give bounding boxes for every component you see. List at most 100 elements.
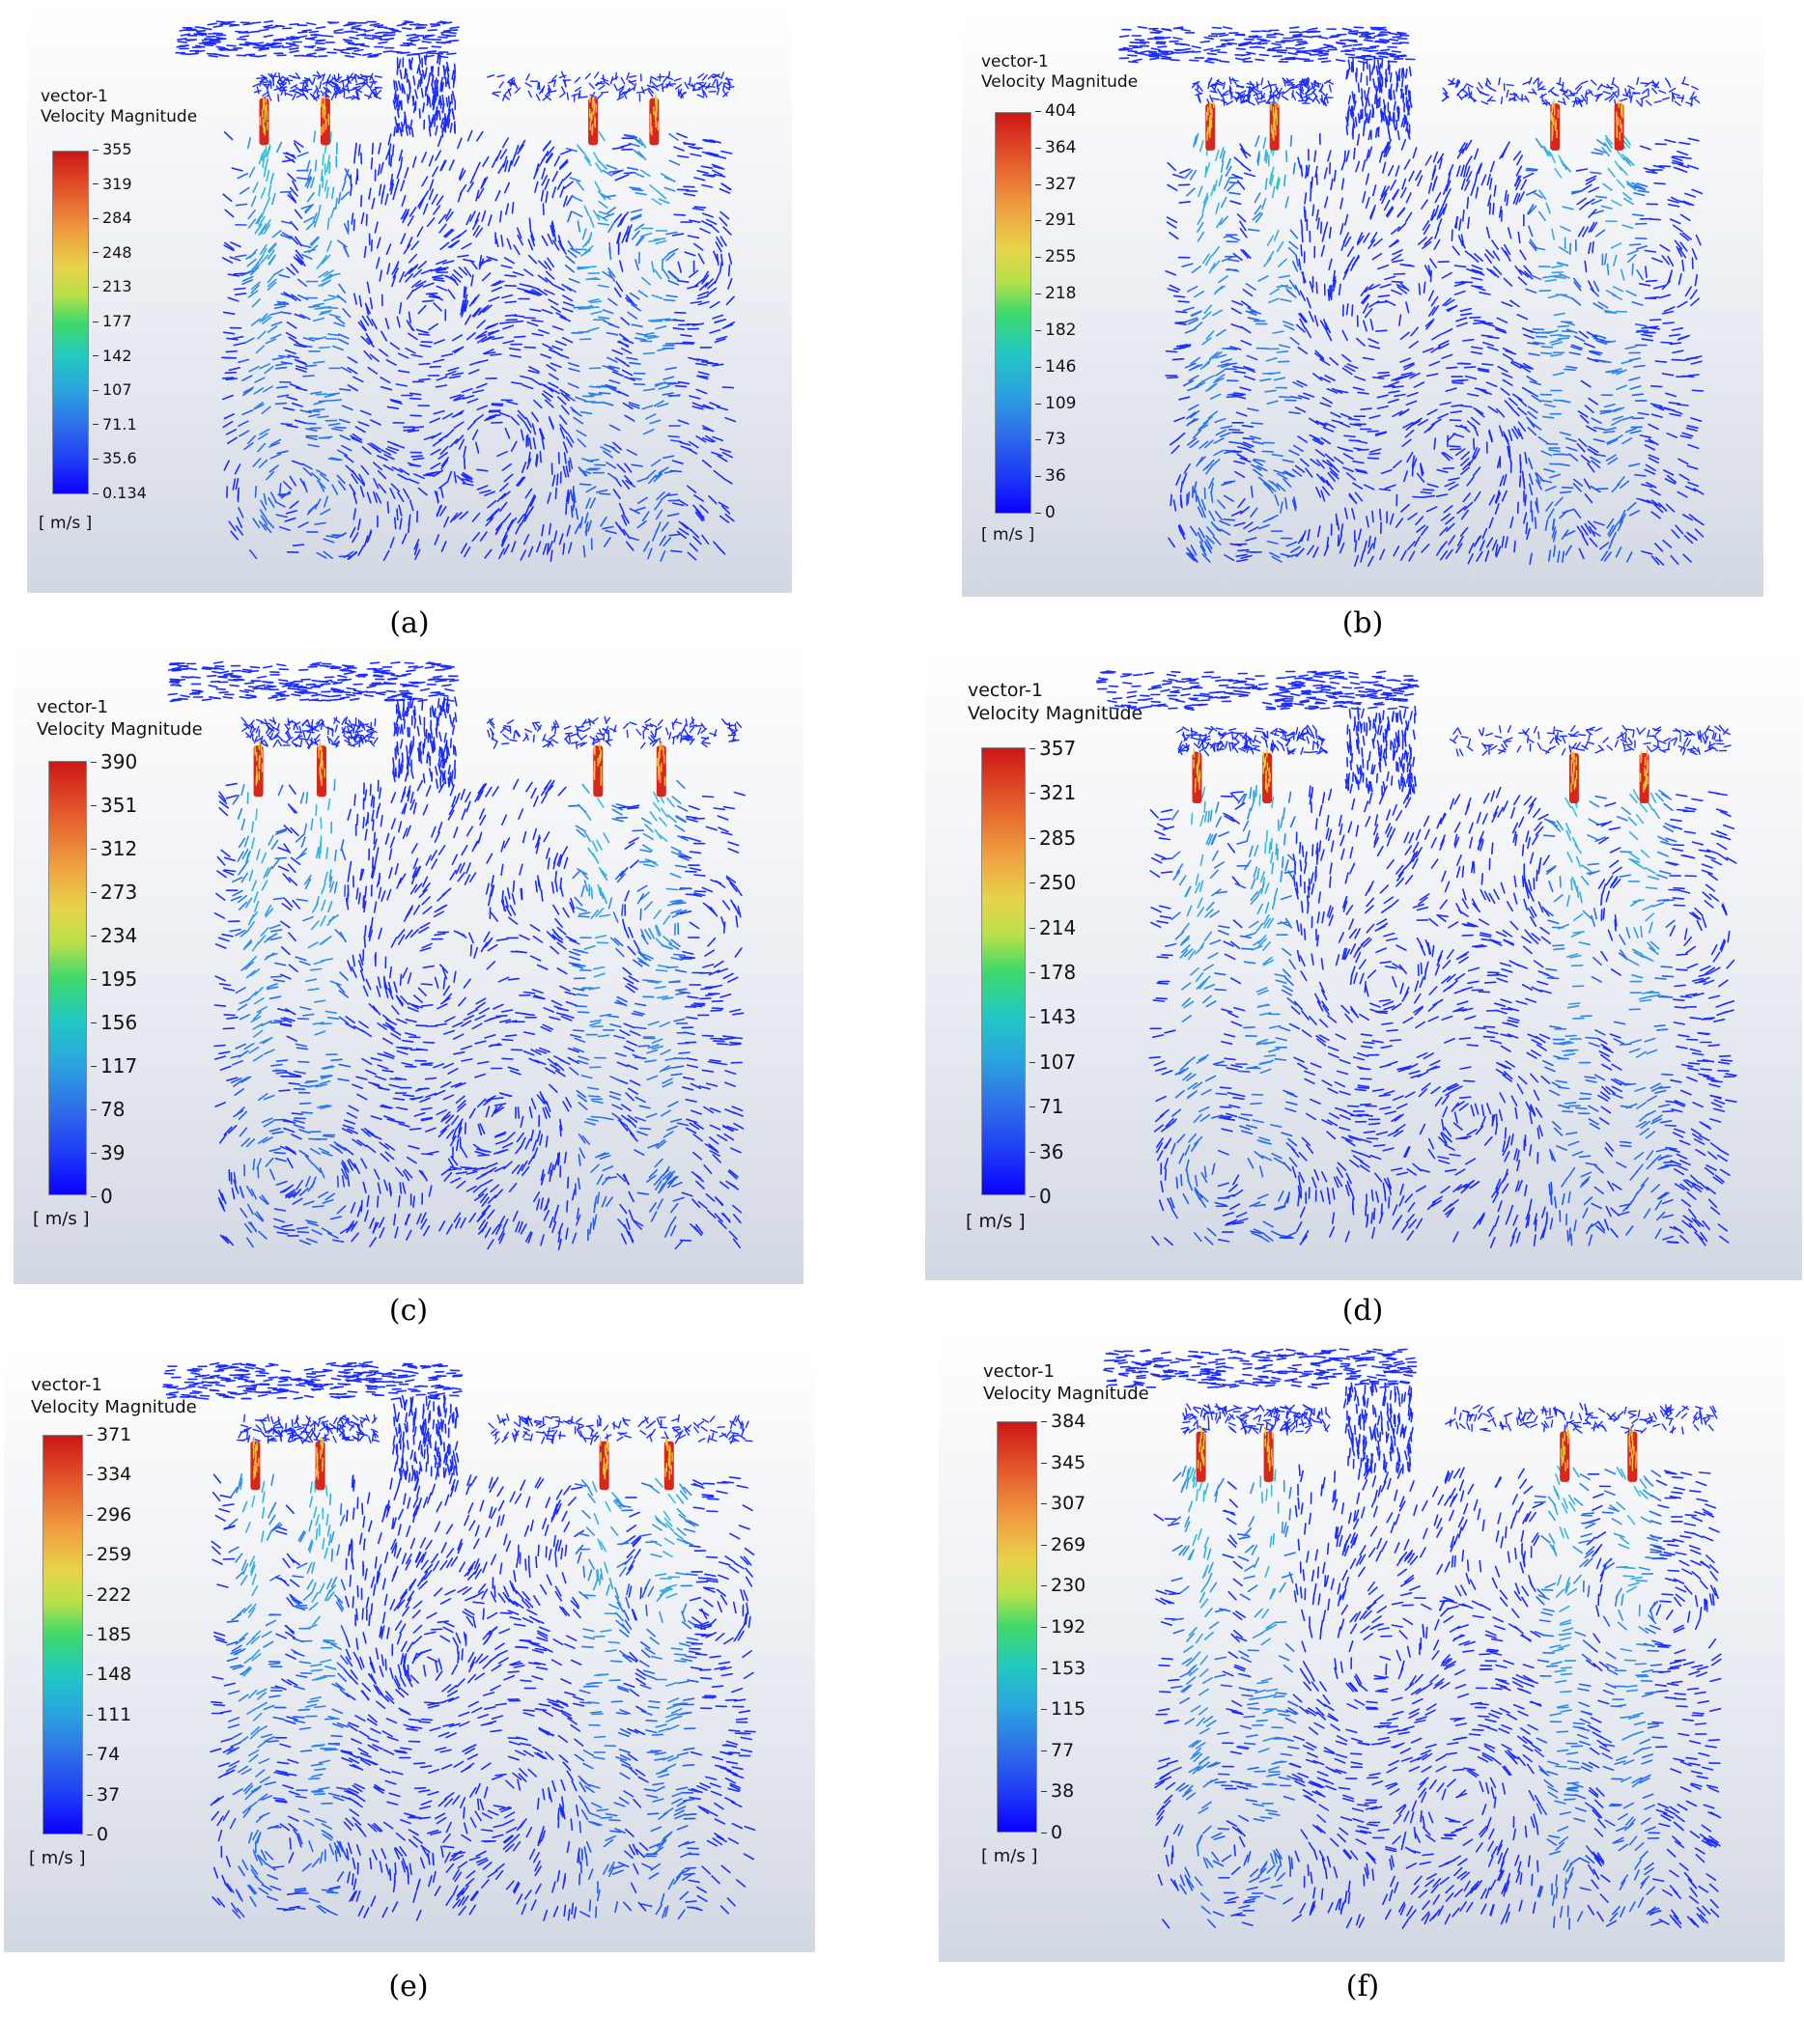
velocity-vector	[437, 135, 443, 148]
velocity-vector	[1201, 311, 1212, 321]
velocity-vector	[1474, 490, 1481, 502]
velocity-vector	[1304, 192, 1308, 205]
velocity-vector	[1598, 542, 1610, 550]
velocity-vector	[432, 166, 439, 178]
velocity-vector	[1148, 51, 1159, 55]
velocity-vector	[1502, 352, 1513, 361]
velocity-vector	[1687, 443, 1700, 450]
velocity-vector	[1603, 551, 1612, 562]
velocity-vector	[451, 334, 464, 342]
velocity-vector	[1178, 168, 1191, 174]
velocity-vector	[1497, 365, 1508, 373]
velocity-vector	[1252, 211, 1262, 221]
velocity-vector	[479, 531, 488, 542]
velocity-vector	[1210, 48, 1221, 52]
velocity-vector	[1666, 474, 1677, 484]
velocity-vector	[1408, 98, 1413, 108]
velocity-vector	[284, 349, 296, 355]
velocity-vector	[1522, 80, 1531, 86]
velocity-vector	[253, 42, 265, 45]
velocity-vector	[630, 209, 643, 213]
velocity-vector	[1441, 271, 1452, 279]
velocity-vector	[1558, 462, 1570, 467]
velocity-vector	[649, 75, 652, 84]
velocity-vector	[1538, 289, 1552, 293]
velocity-vector	[1667, 203, 1680, 208]
velocity-vector	[394, 116, 398, 126]
velocity-vector	[276, 75, 283, 83]
velocity-vector	[1132, 58, 1142, 62]
velocity-vector	[1341, 27, 1352, 31]
velocity-vector	[1408, 66, 1412, 76]
velocity-vector	[1423, 224, 1431, 235]
velocity-vector	[1621, 154, 1631, 164]
velocity-vector	[277, 679, 289, 683]
velocity-vector	[322, 80, 330, 85]
velocity-vector	[673, 77, 682, 82]
velocity-vector	[274, 362, 288, 367]
velocity-vector	[294, 236, 303, 247]
velocity-vector	[1425, 320, 1434, 330]
color-scale-tick-label: 107	[93, 380, 132, 400]
velocity-vector	[287, 76, 291, 85]
velocity-vector	[1383, 199, 1391, 211]
velocity-vector	[1264, 389, 1277, 393]
velocity-vector	[269, 453, 282, 460]
velocity-vector	[428, 98, 432, 108]
velocity-vector	[676, 279, 690, 284]
velocity-vector	[263, 24, 273, 28]
velocity-vector	[1268, 371, 1282, 376]
velocity-vector	[588, 82, 595, 90]
velocity-vector	[433, 358, 445, 363]
velocity-vector	[1247, 86, 1251, 96]
velocity-vector	[545, 95, 551, 101]
velocity-vector	[1218, 275, 1228, 284]
velocity-vector	[1532, 88, 1537, 96]
velocity-vector	[1677, 404, 1689, 406]
velocity-vector	[411, 426, 425, 430]
velocity-vector	[1635, 99, 1642, 106]
velocity-vector	[496, 492, 506, 502]
velocity-vector	[374, 75, 382, 78]
velocity-vector	[566, 92, 569, 100]
velocity-vector	[307, 503, 318, 513]
velocity-vector	[587, 298, 601, 303]
velocity-vector	[1243, 375, 1256, 381]
velocity-vector	[606, 207, 617, 215]
velocity-vector	[1205, 464, 1214, 475]
velocity-vector	[1266, 483, 1277, 492]
velocity-vector	[225, 350, 238, 353]
velocity-vector	[1486, 77, 1492, 85]
velocity-vector	[1392, 189, 1399, 201]
velocity-vector	[499, 149, 508, 159]
velocity-vector	[562, 172, 573, 182]
velocity-vector	[618, 174, 630, 181]
velocity-vector	[1315, 473, 1325, 484]
velocity-vector	[1521, 327, 1534, 334]
velocity-vector	[1389, 238, 1399, 248]
velocity-vector	[1402, 362, 1415, 368]
velocity-vector	[327, 294, 340, 298]
velocity-vector	[1511, 428, 1519, 439]
velocity-vector	[510, 381, 523, 385]
velocity-vector	[638, 137, 647, 149]
velocity-vector	[486, 256, 498, 262]
velocity-vector	[1458, 142, 1466, 153]
velocity-vector	[1425, 373, 1439, 378]
velocity-vector	[1220, 42, 1231, 46]
velocity-vector	[1250, 485, 1254, 498]
velocity-vector	[1522, 362, 1535, 370]
velocity-vector	[1685, 427, 1698, 432]
velocity-vector	[504, 203, 510, 215]
velocity-vector	[259, 509, 268, 520]
velocity-vector	[280, 82, 288, 89]
velocity-vector	[1577, 226, 1585, 238]
velocity-vector	[1325, 479, 1334, 490]
velocity-vector	[1205, 330, 1215, 340]
velocity-vector	[1503, 473, 1508, 487]
velocity-vector	[1382, 142, 1390, 154]
velocity-vector	[323, 86, 329, 94]
velocity-vector	[352, 24, 362, 28]
velocity-vector	[1562, 206, 1574, 210]
velocity-vector	[603, 212, 615, 219]
